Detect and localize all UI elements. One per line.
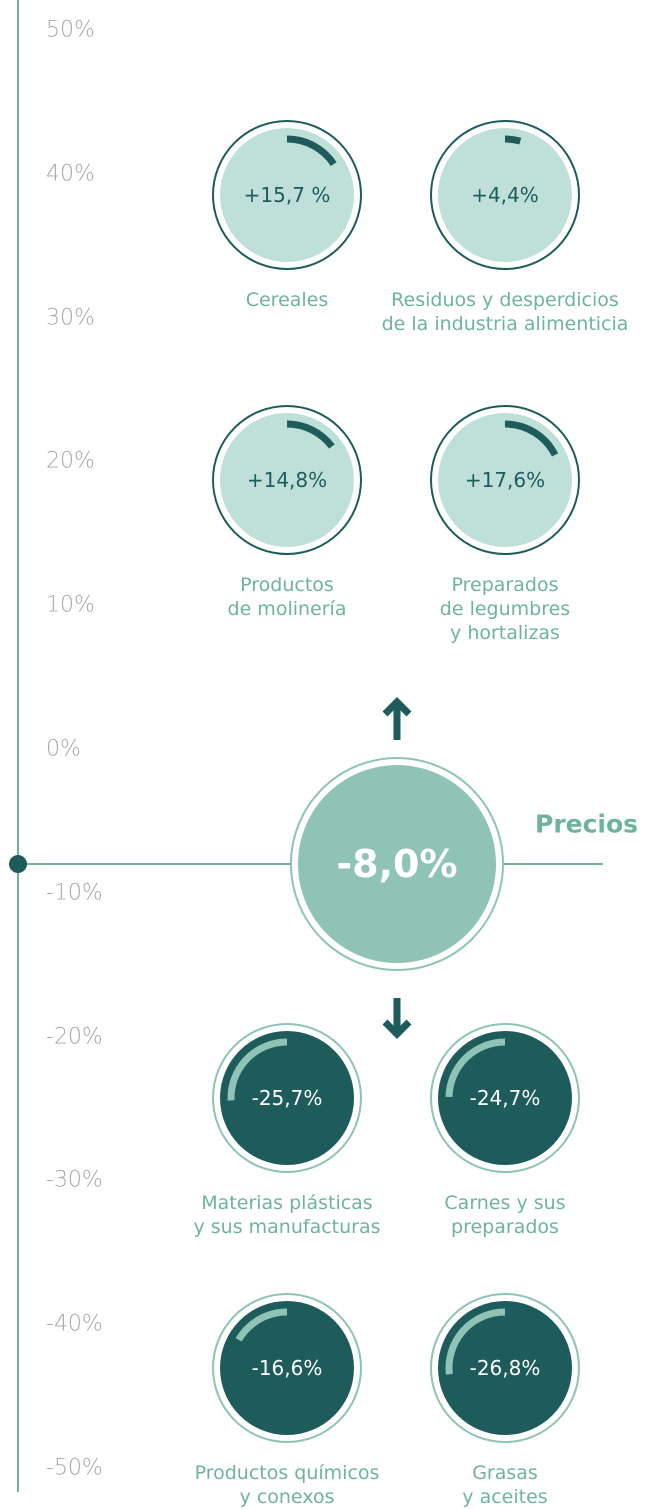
- item-label: Residuos y desperdicios de la industria …: [381, 289, 629, 335]
- item-value: +15,7 %: [243, 183, 331, 207]
- item-circle: [220, 1301, 354, 1435]
- item-value: -16,6%: [251, 1356, 323, 1380]
- item-arc: [445, 1308, 506, 1375]
- arrow-up: [382, 697, 412, 740]
- y-tick-label: -20%: [46, 1024, 103, 1050]
- item-circle: [220, 413, 354, 547]
- y-tick-label: 40%: [46, 161, 95, 187]
- item-label: Materias plásticas y sus manufacturas: [193, 1192, 381, 1238]
- item-circle: [220, 128, 354, 262]
- y-tick-label: 10%: [46, 592, 95, 618]
- item-label: Productos de molinería: [227, 574, 347, 620]
- y-tick-label: -40%: [46, 1311, 103, 1337]
- y-tick-label: -50%: [46, 1455, 103, 1481]
- item-label: Carnes y sus preparados: [444, 1192, 566, 1238]
- item-arc: [445, 1038, 506, 1098]
- item-circle: [438, 1031, 572, 1165]
- center-label: Precios: [535, 809, 639, 839]
- y-tick-label: -10%: [46, 880, 103, 906]
- item-value: -25,7%: [251, 1086, 323, 1110]
- center-value: -8,0%: [336, 842, 458, 887]
- item-label: Cereales: [245, 289, 329, 311]
- item-circle: [438, 1301, 572, 1435]
- item-circle: [220, 1031, 354, 1165]
- y-tick-label: -30%: [46, 1167, 103, 1193]
- item-value: +17,6%: [464, 468, 546, 492]
- item-circle: [438, 413, 572, 547]
- item-circle: [438, 128, 572, 262]
- item-arc: [227, 1038, 288, 1101]
- center-dot: [9, 855, 27, 874]
- item-value: +14,8%: [246, 468, 328, 492]
- y-tick-label: 0%: [46, 736, 81, 762]
- arrow-down: [382, 998, 412, 1039]
- y-tick-label: 20%: [46, 448, 95, 474]
- item-arc: [504, 135, 522, 145]
- item-label: Preparados de legumbres y hortalizas: [439, 574, 571, 644]
- item-value: -26,8%: [469, 1356, 541, 1380]
- item-arc: [286, 135, 337, 167]
- y-tick-label: 30%: [46, 305, 95, 331]
- item-arc: [286, 420, 335, 449]
- item-arc: [235, 1308, 288, 1342]
- item-label: Grasas y aceites: [462, 1462, 548, 1508]
- item-value: +4,4%: [471, 183, 539, 207]
- item-arc: [504, 420, 559, 457]
- y-tick-label: 50%: [46, 17, 95, 43]
- center-circle: [298, 765, 496, 964]
- item-value: -24,7%: [469, 1086, 541, 1110]
